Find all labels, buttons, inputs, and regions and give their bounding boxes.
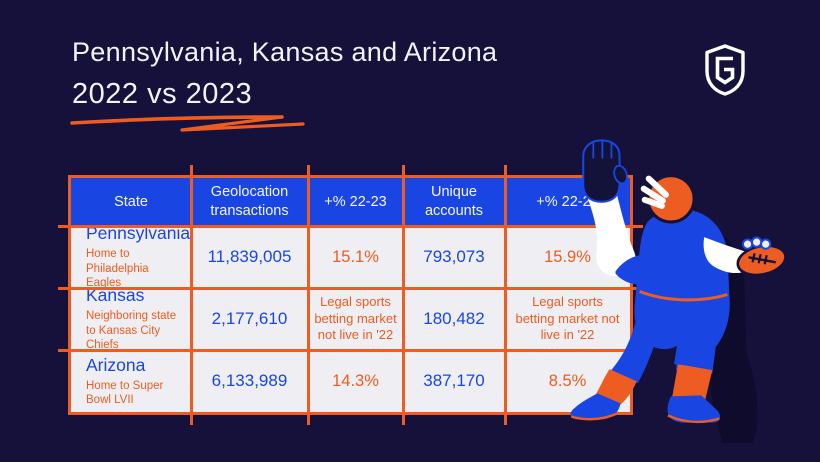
table-gridline-horizontal [58, 286, 643, 290]
table-gridline-horizontal [58, 224, 643, 228]
state-note: Home to Super Bowl LVII [86, 379, 164, 406]
column-header-unique-accounts: Unique accounts [403, 178, 505, 226]
geo-change-cell: 14.3% [308, 350, 403, 412]
table-gridline-horizontal [58, 348, 643, 352]
geo-transactions-cell: 11,839,005 [191, 226, 308, 288]
state-cell: Arizona Home to Super Bowl LVII [71, 350, 191, 412]
geo-change-cell: 15.1% [308, 226, 403, 288]
table-gridline-vertical [189, 165, 193, 425]
column-header-geo-change: +% 22-23 [308, 178, 403, 226]
title-line-2: 2022 vs 2023 [72, 77, 253, 110]
page-title: Pennsylvania, Kansas and Arizona 2022 vs… [72, 36, 497, 111]
table-gridline-vertical [306, 165, 310, 425]
state-name: Pennsylvania [86, 223, 191, 244]
state-name: Arizona [86, 354, 146, 375]
football-player-illustration [570, 139, 787, 443]
geo-change-cell: Legal sports betting market not live in … [308, 288, 403, 350]
state-name: Kansas [86, 285, 145, 306]
column-header-geolocation-transactions: Geolocation transactions [191, 178, 308, 226]
table-gridline-vertical [503, 165, 507, 425]
title-line-1: Pennsylvania, Kansas and Arizona [72, 37, 498, 67]
brand-logo-shield-g-icon [705, 44, 745, 96]
geo-transactions-cell: 6,133,989 [191, 350, 308, 412]
unique-accounts-cell: 793,073 [403, 226, 505, 288]
table-gridline-vertical [401, 165, 405, 425]
state-cell: Kansas Neighboring state to Kansas City … [71, 285, 191, 352]
unique-accounts-cell: 387,170 [403, 350, 505, 412]
title-underline-swoosh-icon [70, 115, 305, 132]
accounts-change-cell: Legal sports betting market not live in … [505, 288, 630, 350]
column-header-state: State [71, 178, 191, 226]
state-comparison-table: State Geolocation transactions +% 22-23 … [58, 165, 643, 425]
geo-transactions-cell: 2,177,610 [191, 288, 308, 350]
unique-accounts-cell: 180,482 [403, 288, 505, 350]
state-note: Home to Philadelphia Eagles [86, 248, 149, 290]
state-cell: Pennsylvania Home to Philadelphia Eagles [71, 223, 191, 290]
state-note: Neighboring state to Kansas City Chiefs [86, 310, 177, 352]
